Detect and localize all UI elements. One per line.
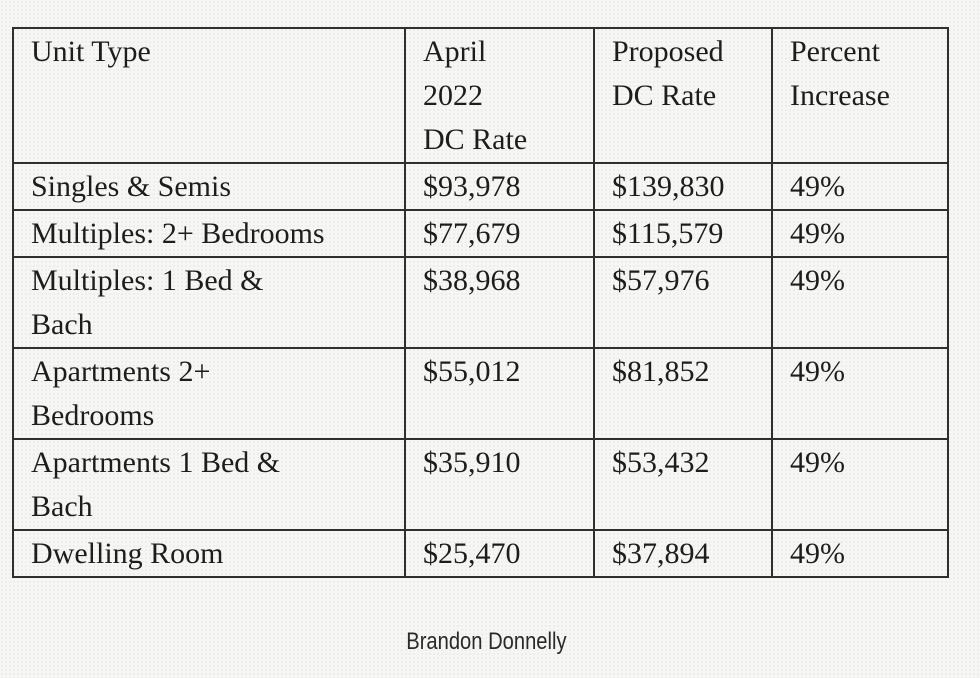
cell-proposed-dc-rate: $81,852 — [593, 347, 773, 440]
cell-april-2022-dc-rate: $35,910 — [404, 438, 595, 531]
header-cell-proposed-dc-rate: Proposed DC Rate — [593, 27, 773, 164]
table-row: Apartments 1 Bed & Bach $35,910 $53,432 … — [12, 438, 949, 531]
header-cell-unit-type: Unit Type — [12, 27, 406, 164]
table-row: Singles & Semis $93,978 $139,830 49% — [12, 162, 949, 211]
cell-percent-increase: 49% — [771, 347, 949, 440]
cell-unit-type: Singles & Semis — [12, 162, 406, 211]
cell-proposed-dc-rate: $115,579 — [593, 209, 773, 258]
cell-april-2022-dc-rate: $38,968 — [404, 256, 595, 349]
cell-proposed-dc-rate: $37,894 — [593, 529, 773, 578]
header-cell-percent-increase: Percent Increase — [771, 27, 949, 164]
cell-april-2022-dc-rate: $93,978 — [404, 162, 595, 211]
cell-proposed-dc-rate: $139,830 — [593, 162, 773, 211]
image-credit: Brandon Donnelly — [0, 629, 972, 655]
cell-unit-type: Multiples: 1 Bed & Bach — [12, 256, 406, 349]
table-header: Unit Type April 2022 DC Rate Proposed DC… — [12, 27, 949, 164]
cell-percent-increase: 49% — [771, 256, 949, 349]
cell-percent-increase: 49% — [771, 529, 949, 578]
header-row: Unit Type April 2022 DC Rate Proposed DC… — [12, 27, 949, 164]
cell-unit-type: Apartments 2+ Bedrooms — [12, 347, 406, 440]
cell-proposed-dc-rate: $53,432 — [593, 438, 773, 531]
cell-percent-increase: 49% — [771, 162, 949, 211]
image-credit-text: Brandon Donnelly — [405, 628, 567, 655]
cell-april-2022-dc-rate: $55,012 — [404, 347, 595, 440]
cell-percent-increase: 49% — [771, 438, 949, 531]
cell-april-2022-dc-rate: $25,470 — [404, 529, 595, 578]
table-row: Multiples: 1 Bed & Bach $38,968 $57,976 … — [12, 256, 949, 349]
cell-percent-increase: 49% — [771, 209, 949, 258]
cell-april-2022-dc-rate: $77,679 — [404, 209, 595, 258]
table-row: Dwelling Room $25,470 $37,894 49% — [12, 529, 949, 578]
cell-unit-type: Apartments 1 Bed & Bach — [12, 438, 406, 531]
cell-unit-type: Dwelling Room — [12, 529, 406, 578]
header-cell-april-2022-dc-rate: April 2022 DC Rate — [404, 27, 595, 164]
table-row: Multiples: 2+ Bedrooms $77,679 $115,579 … — [12, 209, 949, 258]
dc-rates-table: Unit Type April 2022 DC Rate Proposed DC… — [12, 27, 949, 578]
table-body: Singles & Semis $93,978 $139,830 49% Mul… — [12, 162, 949, 578]
cell-unit-type: Multiples: 2+ Bedrooms — [12, 209, 406, 258]
table-row: Apartments 2+ Bedrooms $55,012 $81,852 4… — [12, 347, 949, 440]
cell-proposed-dc-rate: $57,976 — [593, 256, 773, 349]
